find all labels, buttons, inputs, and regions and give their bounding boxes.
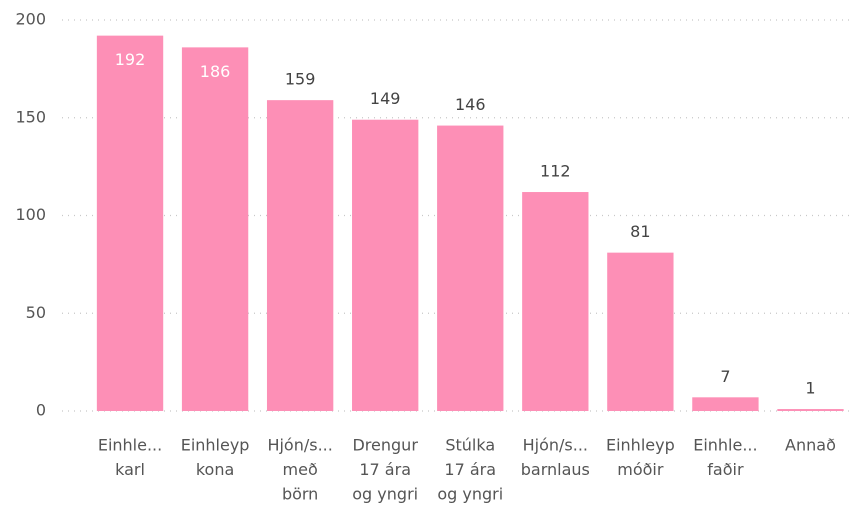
x-tick-label: kona (196, 460, 234, 479)
x-tick-label: karl (115, 460, 145, 479)
y-tick-label: 100 (15, 205, 46, 224)
x-tick-label: Einhleyp (606, 436, 675, 455)
data-label: 149 (370, 89, 401, 108)
x-tick-label: 17 ára (359, 460, 411, 479)
y-tick-label: 200 (15, 10, 46, 29)
x-tick-label: Einhle... (693, 436, 757, 455)
x-tick-label: Einhle... (98, 436, 162, 455)
x-tick-label: börn (282, 485, 318, 504)
data-label: 186 (200, 62, 231, 81)
x-tick-label: móðir (617, 460, 664, 479)
x-tick-label: Stúlka (445, 436, 495, 455)
x-tick-label: 17 ára (444, 460, 496, 479)
x-tick-label: Hjón/s... (523, 436, 588, 455)
data-label: 192 (115, 50, 146, 69)
data-label: 81 (630, 222, 650, 241)
x-tick-label: með (283, 460, 318, 479)
bar (607, 252, 674, 411)
bar (266, 100, 334, 411)
x-tick-label: Drengur (352, 436, 418, 455)
y-tick-label: 0 (36, 401, 46, 420)
y-tick-label: 50 (26, 303, 46, 322)
bar (777, 409, 844, 411)
x-tick-label: faðir (707, 460, 744, 479)
bar (437, 125, 504, 411)
bar (352, 119, 419, 411)
data-label: 159 (285, 70, 316, 89)
x-tick-label: og yngri (352, 485, 418, 504)
data-label: 7 (720, 367, 730, 386)
bar (181, 47, 249, 412)
x-tick-label: Einhleyp (181, 436, 250, 455)
data-label: 146 (455, 95, 486, 114)
data-label: 1 (805, 379, 815, 398)
x-tick-label: barnlaus (521, 460, 590, 479)
y-tick-label: 150 (15, 107, 46, 126)
data-label: 112 (540, 162, 571, 181)
bar (692, 397, 759, 411)
bar (96, 35, 164, 411)
bar (522, 192, 589, 411)
x-tick-label: og yngri (437, 485, 503, 504)
x-tick-label: Annað (785, 436, 836, 455)
x-tick-label: Hjón/s... (267, 436, 332, 455)
